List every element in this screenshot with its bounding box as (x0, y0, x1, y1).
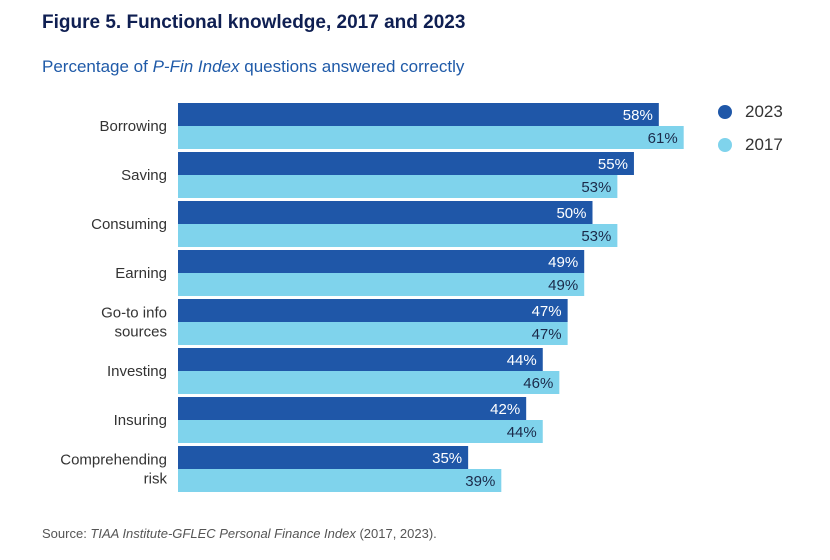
data-label: 44% (507, 424, 537, 441)
bar-2017 (178, 273, 585, 296)
bar-2023 (178, 250, 585, 273)
bar-2023 (178, 397, 527, 420)
subtitle-prefix: Percentage of (42, 57, 153, 76)
data-label: 53% (581, 179, 611, 196)
legend-label-2023: 2023 (745, 102, 783, 121)
data-label: 61% (648, 130, 678, 147)
category-label: Insuring (114, 412, 167, 429)
legend-item-2023: 2023 (718, 101, 783, 123)
legend-swatch-2023 (718, 105, 732, 119)
source-prefix: Source: (42, 526, 91, 541)
data-label: 39% (465, 473, 495, 490)
category-label: risk (144, 471, 168, 488)
bar-2023 (178, 201, 593, 224)
source-emphasis: TIAA Institute-GFLEC Personal Finance In… (90, 526, 356, 541)
chart-title: Figure 5. Functional knowledge, 2017 and… (42, 12, 466, 33)
data-label: 58% (623, 107, 653, 124)
bar-2017 (178, 126, 684, 149)
category-label: Investing (107, 363, 167, 380)
category-label: Comprehending (60, 452, 167, 469)
bar-2023 (178, 348, 543, 371)
data-label: 50% (556, 205, 586, 222)
legend-item-2017: 2017 (718, 134, 783, 156)
category-label: Consuming (91, 216, 167, 233)
chart-legend: 2023 2017 (718, 101, 783, 167)
bar-2017 (178, 175, 618, 198)
bar-2023 (178, 103, 659, 126)
subtitle-emphasis: P-Fin Index (152, 57, 240, 76)
category-label: Borrowing (99, 118, 167, 135)
legend-label-2017: 2017 (745, 135, 783, 154)
bar-2023 (178, 299, 568, 322)
data-label: 46% (523, 375, 553, 392)
data-label: 47% (532, 326, 562, 343)
bar-2017 (178, 420, 543, 443)
bar-2017 (178, 224, 618, 247)
data-label: 42% (490, 401, 520, 418)
legend-swatch-2017 (718, 138, 732, 152)
bar-2017 (178, 322, 568, 345)
data-label: 53% (581, 228, 611, 245)
category-label: sources (114, 324, 167, 341)
category-label: Earning (115, 265, 167, 282)
data-label: 55% (598, 156, 628, 173)
bar-2017 (178, 469, 502, 492)
bar-2023 (178, 446, 469, 469)
data-label: 35% (432, 450, 462, 467)
data-label: 49% (548, 277, 578, 294)
bar-2023 (178, 152, 634, 175)
category-label: Saving (121, 167, 167, 184)
bar-2017 (178, 371, 560, 394)
data-label: 47% (532, 303, 562, 320)
source-suffix: (2017, 2023). (355, 526, 437, 541)
chart-subtitle: Percentage of P-Fin Index questions answ… (42, 57, 464, 77)
data-label: 44% (507, 352, 537, 369)
subtitle-suffix: questions answered correctly (239, 57, 465, 76)
chart-source: Source: TIAA Institute-GFLEC Personal Fi… (42, 526, 437, 541)
category-label: Go-to info (101, 305, 167, 322)
data-label: 49% (548, 254, 578, 271)
